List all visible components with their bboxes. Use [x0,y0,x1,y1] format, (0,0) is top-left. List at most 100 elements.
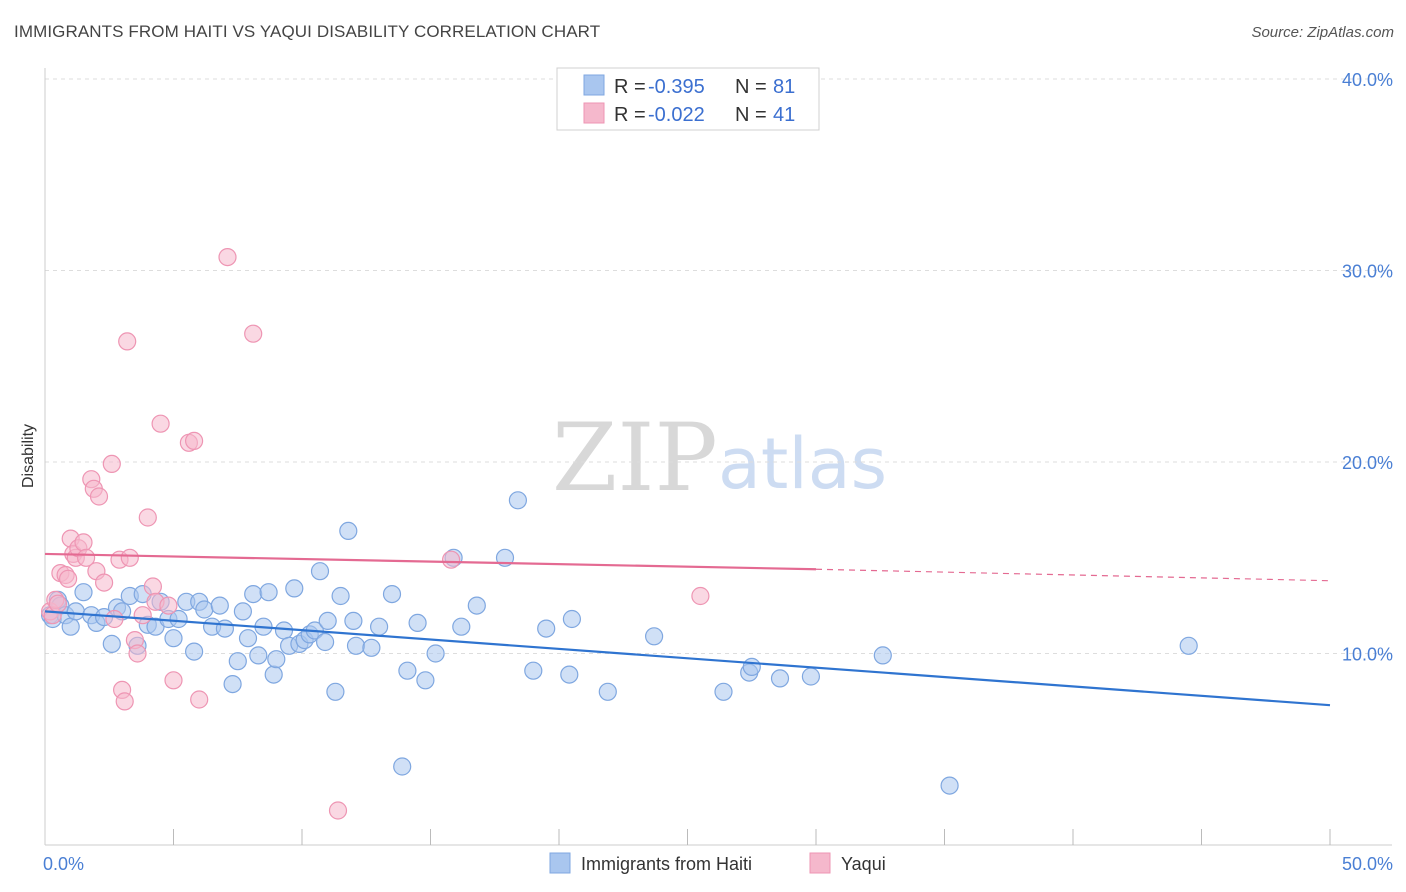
haiti-point-39 [267,650,286,669]
legend-n-label-haiti: N = [735,76,767,98]
yaqui-point-11 [74,533,93,552]
haiti-point-21 [164,629,183,648]
haiti-point-34 [244,584,263,604]
haiti-point-77 [770,669,790,688]
haiti-point-50 [326,682,345,701]
yaqui-point-37 [218,248,237,267]
yaqui-point-36 [190,690,209,709]
chart-title: IMMIGRANTS FROM HAITI VS YAQUI DISABILIT… [14,22,601,41]
haiti-point-74 [714,682,733,701]
haiti-point-72 [598,682,617,701]
haiti-point-65 [467,596,486,615]
yaqui-point-6 [58,569,78,588]
yaqui-trend-line-extension [815,568,1331,582]
legend-r-label-yaqui: R = [614,104,646,126]
haiti-point-6 [66,602,85,621]
legend-swatch-yaqui [583,102,605,124]
y-tick-label-3: 40.0% [1342,70,1393,90]
yaqui-point-22 [115,692,134,711]
legend-n-value-yaqui: 41 [773,104,795,126]
y-tick-label-1: 20.0% [1342,453,1393,473]
haiti-point-51 [331,586,350,606]
haiti-point-60 [408,613,427,633]
y-tick-label-0: 10.0% [1342,645,1393,665]
haiti-point-26 [195,600,214,619]
haiti-point-38 [264,665,283,684]
haiti-point-49 [318,611,337,631]
yaqui-point-27 [133,606,152,625]
watermark-atlas: atlas [718,423,887,505]
haiti-point-57 [382,584,402,604]
haiti-point-69 [537,619,556,638]
haiti-point-61 [416,671,435,690]
y-axis-label: Disability [20,424,37,488]
haiti-point-11 [102,634,121,654]
haiti-point-5 [61,617,80,636]
haiti-point-29 [215,619,234,638]
yaqui-point-19 [105,609,124,629]
legend-bottom-label-haiti: Immigrants from Haiti [581,854,752,874]
haiti-point-37 [259,583,278,602]
haiti-point-67 [508,491,528,510]
haiti-point-35 [249,646,268,665]
haiti-point-47 [310,562,330,581]
haiti-point-22 [169,609,188,629]
haiti-point-78 [801,667,821,686]
yaqui-trend-line [44,552,817,571]
haiti-point-70 [560,665,579,684]
legend-r-value-yaqui: -0.022 [648,104,705,126]
yaqui-point-16 [89,487,109,506]
haiti-point-68 [524,661,543,680]
legend-bottom-swatch-haiti [549,852,571,874]
haiti-point-30 [223,674,242,694]
yaqui-point-26 [128,644,147,663]
yaqui-point-38 [244,324,263,343]
legend-n-label-yaqui: N = [735,104,767,126]
yaqui-point-39 [328,801,348,820]
y-tick-labels: 10.0% 20.0% 30.0% 40.0% [1342,70,1393,665]
watermark-zip: ZIP [552,404,718,513]
haiti-point-73 [644,627,664,646]
haiti-point-32 [233,602,252,621]
haiti-point-64 [452,617,471,636]
source-label: Source: ZipAtlas.com [1251,24,1394,41]
yaqui-point-29 [143,577,162,596]
haiti-point-52 [339,521,358,541]
yaqui-point-23 [118,332,137,351]
yaqui-point-41 [691,586,710,606]
haiti-point-56 [370,617,389,636]
yaqui-point-32 [159,596,178,615]
legend-n-value-haiti: 81 [773,76,795,98]
haiti-point-42 [285,579,304,598]
legend-r-value-haiti: -0.395 [648,76,705,98]
haiti-point-33 [238,629,258,648]
yaqui-point-33 [164,671,183,690]
trend-lines [44,552,1331,707]
x-tick-labels: 0.0% 50.0% [43,854,1393,874]
legend-r-label-haiti: R = [614,76,646,98]
haiti-point-80 [940,776,959,795]
haiti-point-53 [344,611,363,631]
haiti-point-62 [426,644,445,663]
haiti-point-54 [346,636,366,655]
haiti-point-58 [393,757,412,776]
haiti-point-59 [398,661,417,680]
legend-bottom-swatch-yaqui [809,852,831,874]
haiti-point-48 [316,632,335,652]
legend-bottom: Immigrants from Haiti Yaqui [549,852,886,874]
haiti-point-71 [562,609,582,629]
axes [44,68,1392,846]
haiti-point-55 [362,638,381,657]
haiti-point-28 [210,596,229,615]
yaqui-point-3 [48,594,68,613]
x-tick-label-1: 50.0% [1342,854,1393,874]
y-tick-label-2: 30.0% [1342,262,1393,282]
yaqui-point-40 [442,550,461,569]
yaqui-point-31 [151,414,170,433]
haiti-point-24 [185,642,204,661]
legend-top: R = -0.395 N = 81 R = -0.022 N = 41 [556,67,820,131]
haiti-trend-line [44,610,1331,707]
haiti-point-76 [742,657,761,677]
yaqui-point-35 [185,431,204,450]
